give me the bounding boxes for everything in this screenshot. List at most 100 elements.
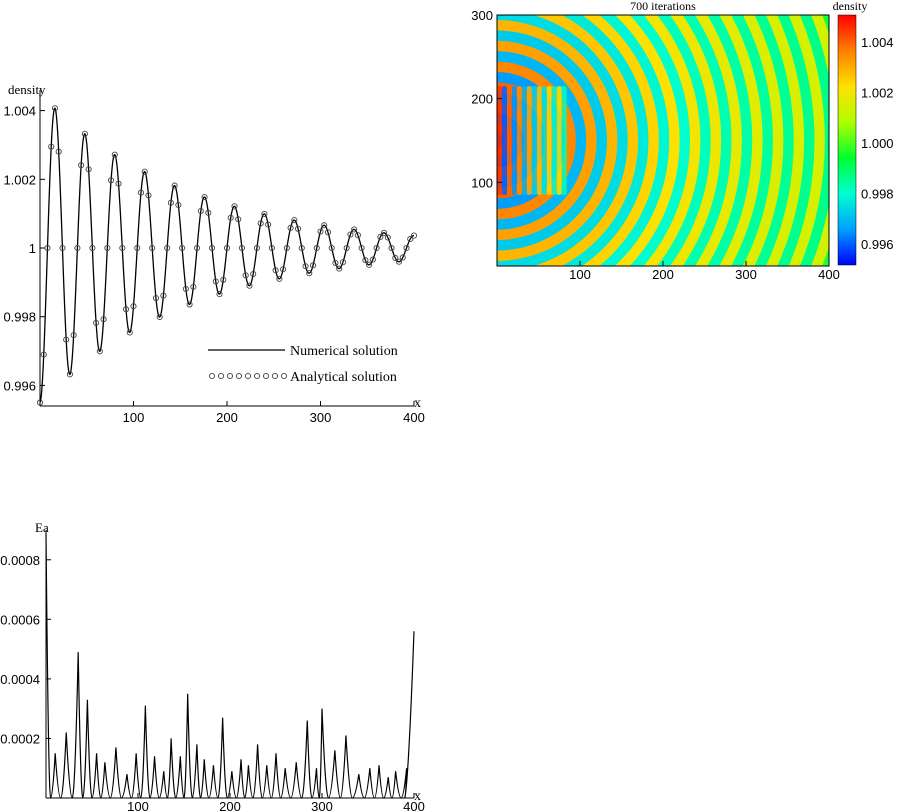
analytical-solution-point (81, 130, 88, 137)
chart1-x-tick-label: 300 (310, 410, 332, 425)
analytical-solution-point (55, 148, 62, 155)
legend-analytical-label: Analytical solution (290, 370, 397, 385)
analytical-solution-point (343, 244, 350, 252)
analytical-solution-point (388, 244, 395, 252)
analytical-solution-point (339, 259, 346, 266)
analytical-solution-point (395, 258, 403, 265)
analytical-solution-point (194, 244, 201, 252)
analytical-solution-point (362, 257, 369, 264)
analytical-solution-point (407, 235, 414, 243)
analytical-solution-point (122, 306, 130, 313)
analytical-solution-point (306, 270, 313, 277)
analytical-solution-point (63, 336, 70, 343)
analytical-solution-point (399, 254, 406, 261)
analytical-solution-point (134, 244, 141, 252)
analytical-solution-point (85, 166, 92, 173)
chart2-y-tick-label: 200 (471, 92, 493, 107)
analytical-solution-point (190, 283, 197, 290)
legend-analytical-marker (271, 372, 279, 380)
analytical-solution-point (96, 348, 103, 355)
chart2-x-tick-label: 200 (652, 267, 674, 282)
analytical-solution-point (175, 201, 182, 209)
colorbar-ticks: 0.996 0.998 1.000 1.002 1.004 (861, 35, 894, 252)
chart3-ticks: 100 200 300 400 0.0002 0.0004 0.0006 0.0008 (0, 553, 425, 811)
analytical-solution-point (381, 229, 388, 236)
analytical-solution-point (347, 231, 354, 238)
analytical-solution-point (130, 303, 137, 310)
analytical-solution-point (261, 210, 268, 217)
chart3-y-tick-label: 0.0004 (0, 672, 40, 687)
analytical-solution-point (268, 244, 275, 252)
chart3-x-tick-label: 400 (403, 799, 425, 811)
analytical-solution-point (265, 221, 272, 228)
analytical-solution-point (250, 270, 257, 278)
legend-analytical-marker (262, 372, 270, 380)
analytical-solution-point (309, 262, 317, 269)
analytical-solution-point (336, 265, 343, 272)
analytical-solution-point (74, 244, 81, 252)
numerical-solution-line (39, 107, 415, 403)
colorbar (837, 14, 857, 266)
legend-analytical-marker (235, 372, 243, 380)
chart3-x-tick-label: 100 (127, 799, 149, 811)
chart3-marks (45, 532, 415, 799)
analytical-solution-point (302, 263, 309, 270)
chart1-x-tick-label: 200 (216, 410, 238, 425)
analytical-solution-point (377, 233, 384, 241)
analytical-solution-point (156, 313, 163, 321)
legend-analytical-swatch (208, 372, 288, 380)
analytical-solution-point (403, 244, 410, 252)
analytical-solution-point (59, 244, 66, 252)
chart1-x-tick-label: 400 (403, 410, 425, 425)
analytical-solution-point (186, 301, 193, 308)
source-band (506, 86, 512, 195)
analytical-solution-point (298, 244, 305, 252)
analytical-solution-point (276, 275, 283, 282)
source-band (501, 86, 507, 195)
analytical-solution-point (137, 189, 145, 196)
analytical-solution-point (366, 261, 373, 268)
legend-analytical-marker (244, 372, 252, 380)
source-band (531, 86, 537, 195)
analytical-solution-point (287, 224, 294, 231)
analytical-solution-point (167, 199, 174, 206)
chart1-x-tick-label: 100 (123, 410, 145, 425)
analytical-solution-point (317, 228, 324, 235)
legend-analytical-marker (217, 372, 225, 380)
analytical-solution-point (111, 151, 118, 158)
source-band (511, 86, 517, 195)
analytical-solution-point (145, 192, 152, 199)
analytical-solution-point (280, 266, 287, 273)
source-band (497, 86, 502, 195)
chart2-y-tick-label: 300 (471, 8, 493, 23)
source-band (561, 86, 567, 195)
analytical-solution-point (40, 351, 47, 358)
chart1-y-tick-label: 0.996 (3, 378, 36, 393)
colorbar-tick-label: 1.002 (861, 85, 894, 100)
heatmap-field (497, 15, 829, 266)
source-band (516, 86, 522, 195)
analytical-solution-point (392, 254, 399, 262)
analytical-solution-point (205, 209, 212, 216)
analytical-solution-point (152, 294, 159, 302)
source-band (521, 86, 527, 195)
chart3-x-tick-label: 200 (219, 799, 241, 811)
analytical-solution-point (179, 244, 186, 252)
analytical-solution-point (358, 244, 365, 252)
analytical-solution-point (242, 272, 249, 279)
chart1-y-tick-label: 1 (29, 241, 36, 256)
chart1-ylabel: density (8, 82, 46, 97)
source-band (536, 86, 542, 195)
analytical-solution-point (373, 244, 380, 252)
colorbar-tick-label: 1.000 (861, 136, 894, 151)
analytical-solution-point (231, 203, 238, 210)
legend-numerical-label: Numerical solution (290, 344, 398, 359)
source-band (526, 86, 532, 195)
analytical-solution-point (238, 244, 246, 252)
analytical-solution-point (410, 232, 418, 239)
analytical-solution-point (220, 276, 227, 283)
analytical-solution-point (216, 291, 223, 298)
analytical-solution-point (351, 226, 358, 233)
analytical-solution-point (201, 193, 208, 201)
